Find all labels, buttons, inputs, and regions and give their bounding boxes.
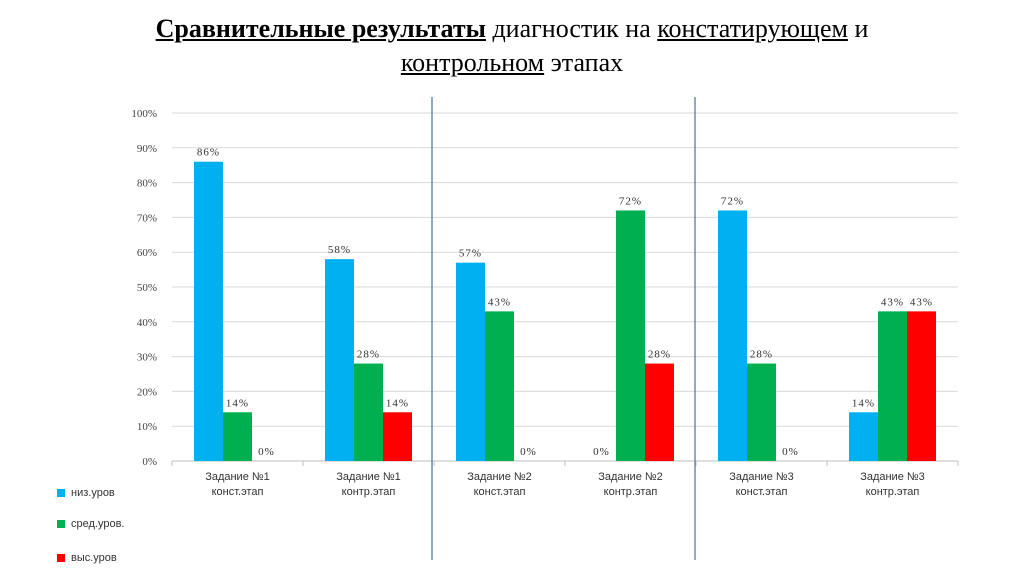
y-tick-label: 0%	[142, 456, 157, 468]
data-label: 43%	[910, 296, 933, 308]
legend-label: выс.уров	[71, 552, 117, 564]
x-category-label: Задание №1	[336, 471, 401, 483]
x-category-label: Задание №2	[467, 471, 532, 483]
title-part-underlined: констатирующем	[657, 14, 848, 43]
x-category-label: контр.этап	[866, 486, 920, 498]
data-label: 0%	[258, 446, 275, 458]
x-category-label: Задание №3	[860, 471, 925, 483]
data-label: 14%	[852, 397, 875, 409]
y-tick-label: 10%	[137, 421, 157, 433]
bar	[849, 412, 878, 461]
bar	[354, 363, 383, 461]
x-category-label: конст.этап	[474, 486, 526, 498]
y-tick-label: 90%	[137, 143, 157, 155]
x-category-label: Задание №3	[729, 471, 794, 483]
x-category-label: конст.этап	[736, 486, 788, 498]
data-label: 43%	[881, 296, 904, 308]
bar	[456, 262, 485, 461]
y-tick-label: 70%	[137, 212, 157, 224]
page-title: Сравнительные результаты диагностик на к…	[20, 12, 1004, 80]
y-tick-label: 20%	[137, 386, 157, 398]
legend-swatch	[57, 520, 65, 528]
bar	[907, 311, 936, 461]
data-label: 72%	[721, 195, 744, 207]
y-tick-label: 100%	[131, 108, 157, 120]
title-part-underlined: контрольном	[400, 48, 545, 77]
x-category-label: Задание №1	[205, 471, 270, 483]
data-label: 0%	[520, 446, 537, 458]
data-label: 72%	[619, 195, 642, 207]
bar	[485, 311, 514, 461]
data-label: 28%	[648, 349, 671, 361]
data-label: 0%	[593, 446, 610, 458]
bar	[194, 161, 223, 461]
data-label: 86%	[197, 147, 220, 159]
bar	[747, 363, 776, 461]
bar	[718, 210, 747, 461]
bar	[383, 412, 412, 461]
data-label: 57%	[459, 248, 482, 260]
x-category-label: контр.этап	[604, 486, 658, 498]
data-label: 28%	[750, 349, 773, 361]
y-tick-label: 50%	[137, 282, 157, 294]
data-label: 0%	[782, 446, 799, 458]
bar	[325, 259, 354, 461]
y-tick-label: 60%	[137, 247, 157, 259]
data-label: 14%	[386, 397, 409, 409]
x-category-label: контр.этап	[342, 486, 396, 498]
title-part: диагностик на	[485, 14, 658, 43]
bar	[878, 311, 907, 461]
legend-swatch	[57, 489, 65, 497]
y-tick-label: 30%	[137, 352, 157, 364]
bar	[223, 412, 252, 461]
y-tick-label: 40%	[137, 317, 157, 329]
data-label: 14%	[226, 397, 249, 409]
bar	[645, 363, 674, 461]
x-category-label: конст.этап	[212, 486, 264, 498]
data-label: 43%	[488, 296, 511, 308]
title-part: и	[847, 14, 869, 43]
x-category-label: Задание №2	[598, 471, 663, 483]
title-part-underlined-bold: Сравнительные результаты	[155, 14, 486, 43]
data-label: 28%	[357, 349, 380, 361]
legend-label: низ.уров	[71, 487, 115, 499]
title-part: этапах	[544, 48, 624, 77]
legend-swatch	[57, 554, 65, 562]
data-label: 58%	[328, 244, 351, 256]
y-tick-label: 80%	[137, 178, 157, 190]
bar	[616, 210, 645, 461]
legend-label: сред.уров.	[71, 518, 124, 530]
